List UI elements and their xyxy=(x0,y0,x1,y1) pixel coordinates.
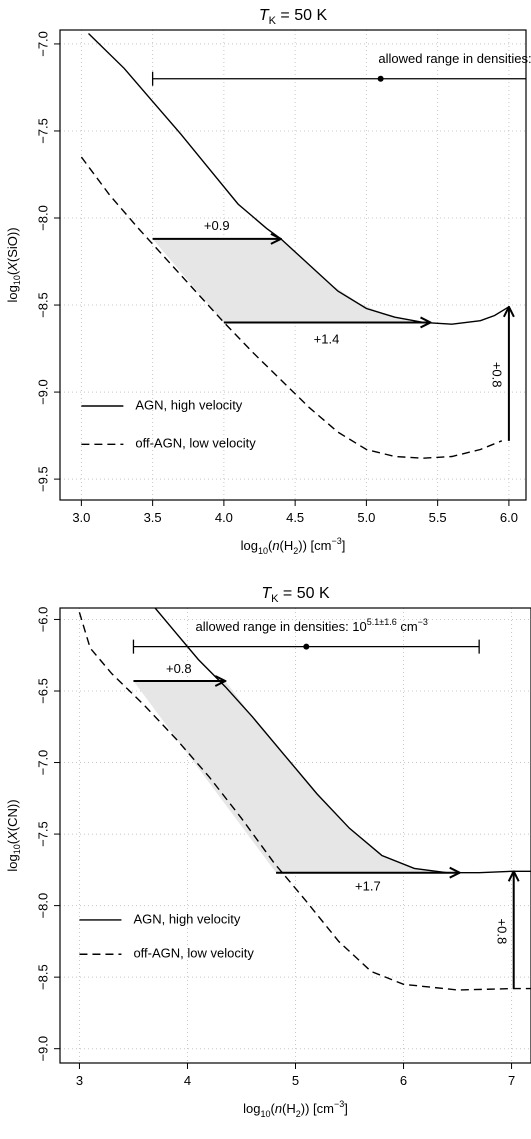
series-line-agn xyxy=(88,32,510,325)
y-tick-label: −6.0 xyxy=(35,607,50,633)
x-tick-label: 5.0 xyxy=(357,510,375,525)
range-bar-label: allowed range in densities: 105.1±1.6 cm… xyxy=(378,49,531,66)
ylabel-paren: ( xyxy=(5,270,20,275)
chart-title: TK = 50 K xyxy=(261,585,330,605)
title-subscript: K xyxy=(269,15,277,27)
y-axis-label: log10(X(CN)) xyxy=(5,799,22,871)
x-tick-label: 3.0 xyxy=(72,510,90,525)
legend-entry-label: AGN, high velocity xyxy=(133,911,240,926)
shift-arrow-label: +0.9 xyxy=(204,218,230,233)
legend-entry-label: AGN, high velocity xyxy=(135,397,242,412)
range-label-text: allowed range in densities: 10 xyxy=(378,51,531,66)
title-rest: = 50 K xyxy=(278,585,329,602)
y-tick-label: −7.5 xyxy=(35,118,50,144)
legend-entry-label: off-AGN, low velocity xyxy=(135,436,256,451)
x-axis-label: log10(n(H2)) [cm−3] xyxy=(241,536,346,556)
plot-area xyxy=(78,608,531,991)
shift-arrow-label: +0.8 xyxy=(166,661,192,676)
ylabel-sub: 10 xyxy=(12,844,22,854)
x-tick-label: 3.5 xyxy=(144,510,162,525)
y-tick-label: −8.0 xyxy=(35,205,50,231)
x-tick-label: 3 xyxy=(76,1073,83,1088)
x-tick-label: 4 xyxy=(184,1073,191,1088)
x-tick-label: 6 xyxy=(400,1073,407,1088)
y-tick-label: −8.0 xyxy=(35,893,50,919)
xlabel-close: ] xyxy=(344,1101,348,1116)
y-axis-label: log10(X(SiO)) xyxy=(5,227,22,302)
xlabel-unit-exponent: −3 xyxy=(334,1099,344,1109)
xlabel-h: (H xyxy=(280,538,294,553)
y-tick-label: −9.0 xyxy=(35,1036,50,1062)
range-label-unit: cm xyxy=(397,619,418,634)
range-label-exponent: 5.1±1.6 xyxy=(367,617,397,627)
xlabel-sub: 10 xyxy=(258,546,268,556)
ylabel-x: X xyxy=(5,830,20,841)
x-tick-label: 7 xyxy=(508,1073,515,1088)
xlabel-n: n xyxy=(272,538,279,553)
xlabel-sub: 10 xyxy=(260,1109,270,1119)
chart-title: TK = 50 K xyxy=(259,7,328,27)
range-bar-center-point xyxy=(377,75,384,82)
xlabel-unit-exponent: −3 xyxy=(332,536,342,546)
series-line-agn xyxy=(154,608,531,874)
shaded-region xyxy=(152,238,431,323)
ylabel-paren: ( xyxy=(5,839,20,844)
range-bar-center-point xyxy=(303,643,310,650)
xlabel-h: (H xyxy=(282,1101,296,1116)
ylabel-log: log xyxy=(5,285,20,302)
range-label-unit-exponent: −3 xyxy=(418,617,428,627)
x-tick-label: 5 xyxy=(292,1073,299,1088)
ylabel-species: (SiO)) xyxy=(5,227,20,262)
xlabel-log: log xyxy=(241,538,258,553)
xlabel-n: n xyxy=(275,1101,282,1116)
y-tick-label: −8.5 xyxy=(35,964,50,990)
title-main: T xyxy=(259,7,270,24)
ylabel-species: (CN)) xyxy=(5,799,20,831)
legend-entry-label: off-AGN, low velocity xyxy=(133,946,254,961)
y-tick-label: −9.5 xyxy=(35,466,50,492)
y-tick-label: −6.5 xyxy=(35,678,50,704)
y-tick-label: −9.0 xyxy=(35,379,50,405)
x-tick-label: 5.5 xyxy=(429,510,447,525)
x-axis-label: log10(n(H2)) [cm−3] xyxy=(243,1099,348,1119)
ylabel-log: log xyxy=(5,854,20,871)
series-line-off-agn xyxy=(80,156,503,459)
xlabel-log: log xyxy=(243,1101,260,1116)
y-tick-label: −7.0 xyxy=(35,31,50,57)
xlabel-paren: ( xyxy=(270,1101,275,1116)
x-tick-label: 4.5 xyxy=(286,510,304,525)
shift-arrow-label: +0.8 xyxy=(494,919,509,945)
title-subscript: K xyxy=(271,593,279,605)
shift-arrow-label: +0.8 xyxy=(490,362,505,388)
xlabel-sub2: 2 xyxy=(296,1109,301,1119)
series-line-off-agn xyxy=(78,612,531,991)
y-tick-label: −7.5 xyxy=(35,821,50,847)
ylabel-sub: 10 xyxy=(12,275,22,285)
xlabel-sub2: 2 xyxy=(293,546,298,556)
x-tick-label: 4.0 xyxy=(215,510,233,525)
plot-area xyxy=(80,32,526,459)
shaded-region xyxy=(133,681,447,873)
title-rest: = 50 K xyxy=(276,7,327,24)
x-tick-label: 6.0 xyxy=(500,510,518,525)
plot-frame xyxy=(59,29,527,501)
range-label-text: allowed range in densities: 10 xyxy=(195,619,366,634)
shift-arrow-label: +1.7 xyxy=(355,878,381,893)
range-bar-label: allowed range in densities: 105.1±1.6 cm… xyxy=(195,617,427,634)
xlabel-unit: )) [cm xyxy=(301,1101,334,1116)
ylabel-x: X xyxy=(5,261,20,272)
shift-arrow-label: +1.4 xyxy=(314,331,340,346)
title-main: T xyxy=(261,585,272,602)
xlabel-unit: )) [cm xyxy=(298,538,331,553)
xlabel-paren: ( xyxy=(268,538,273,553)
panel-sio: +0.9 +1.4 +0.8 allowed range in densities: … xyxy=(5,7,531,556)
panel-cn: +0.8 +1.7 +0.8 allowed range in densities: … xyxy=(5,585,531,1119)
xlabel-close: ] xyxy=(342,538,346,553)
y-tick-label: −7.0 xyxy=(35,750,50,776)
y-tick-label: −8.5 xyxy=(35,292,50,318)
